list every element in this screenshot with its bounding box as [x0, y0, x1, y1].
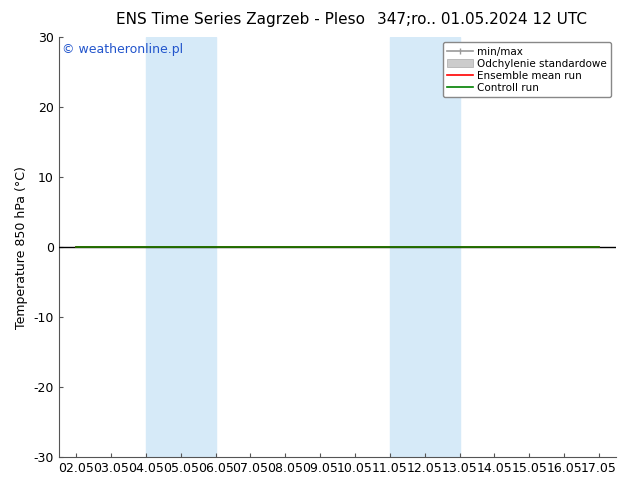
Text: ENS Time Series Zagrzeb - Pleso: ENS Time Series Zagrzeb - Pleso [117, 12, 365, 27]
Bar [146, 37, 216, 457]
Y-axis label: Temperature 850 hPa (°C): Temperature 850 hPa (°C) [15, 166, 28, 329]
Text: © weatheronline.pl: © weatheronline.pl [61, 44, 183, 56]
Legend: min/max, Odchylenie standardowe, Ensemble mean run, Controll run: min/max, Odchylenie standardowe, Ensembl… [443, 42, 611, 97]
Bar [390, 37, 460, 457]
Text: 347;ro.. 01.05.2024 12 UTC: 347;ro.. 01.05.2024 12 UTC [377, 12, 587, 27]
